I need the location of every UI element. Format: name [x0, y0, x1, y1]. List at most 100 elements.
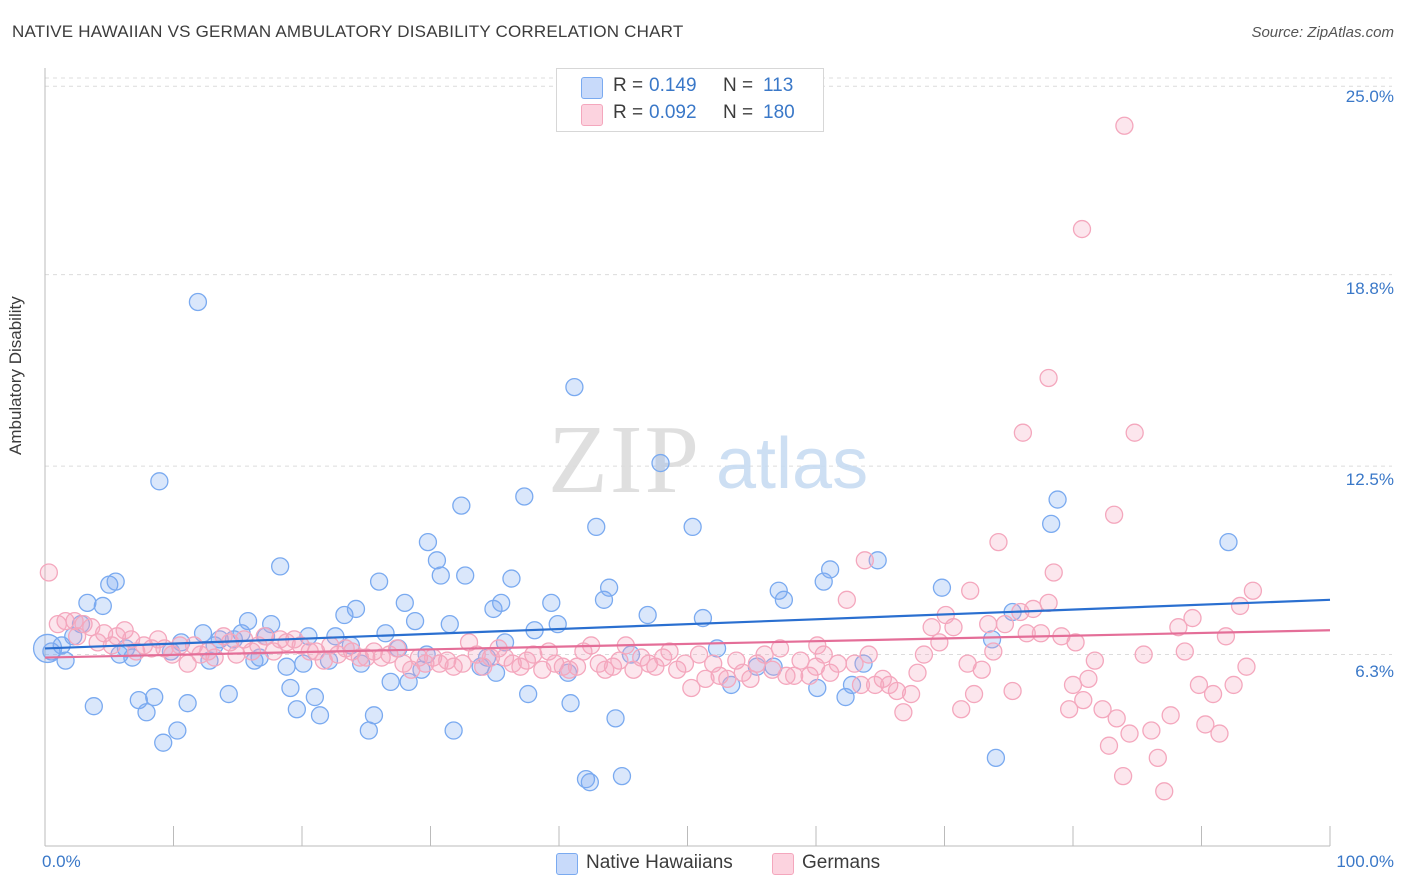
data-point — [1219, 532, 1238, 552]
data-point — [930, 633, 949, 652]
data-point — [755, 645, 774, 664]
data-point — [519, 684, 538, 704]
chart-title: NATIVE HAWAIIAN VS GERMAN AMBULATORY DIS… — [12, 22, 684, 41]
data-point — [381, 672, 400, 692]
data-point — [359, 721, 378, 740]
data-point — [188, 292, 208, 312]
data-point — [39, 563, 59, 582]
data-point — [106, 572, 125, 591]
data-point — [908, 663, 927, 682]
data-point — [492, 593, 511, 613]
data-point — [524, 645, 543, 664]
data-point — [364, 706, 384, 725]
data-point — [1210, 724, 1229, 743]
data-point — [1216, 627, 1236, 646]
data-point — [638, 605, 657, 625]
data-point — [271, 557, 290, 576]
data-point — [395, 593, 414, 613]
data-point — [418, 532, 438, 552]
data-point — [565, 377, 584, 397]
data-point — [887, 681, 907, 701]
data-point — [1134, 645, 1153, 664]
n-label: N = — [723, 75, 754, 96]
data-point — [741, 669, 760, 689]
data-point — [1183, 608, 1202, 628]
data-point — [561, 694, 580, 713]
data-point — [944, 618, 963, 637]
data-point — [1107, 709, 1126, 728]
data-point — [305, 687, 325, 707]
legend-label: Native Hawaiians — [586, 852, 733, 873]
x-tick-label: 0.0% — [42, 852, 81, 871]
data-point — [1093, 700, 1112, 719]
data-point — [255, 627, 274, 646]
data-point — [1161, 706, 1180, 725]
data-point — [646, 657, 665, 676]
data-point — [335, 605, 354, 625]
data-point — [683, 517, 702, 537]
data-point — [427, 551, 447, 570]
data-point — [808, 636, 827, 655]
r-label: R = — [613, 102, 644, 123]
data-point — [291, 636, 310, 655]
data-point — [93, 596, 112, 616]
trend-lines — [44, 598, 1331, 659]
data-point — [851, 675, 871, 695]
trend-line — [44, 629, 1331, 659]
data-point — [828, 654, 847, 673]
data-point — [675, 654, 695, 673]
trend-line — [44, 598, 1331, 650]
y-axis-label: Ambulatory Disability — [6, 296, 25, 455]
y-tick-label: 18.8% — [1345, 279, 1394, 298]
data-point — [774, 590, 794, 609]
gridlines — [45, 77, 1392, 656]
swatch-icon — [581, 104, 603, 126]
data-point — [837, 590, 856, 609]
stats-box: R = 0.149 N = 113 R = 0.092 N = 180 — [556, 68, 824, 132]
data-point — [1085, 651, 1104, 670]
data-point — [299, 627, 318, 646]
data-point — [1039, 368, 1058, 388]
data-point — [440, 614, 459, 634]
watermark-zip: ZIP — [548, 406, 701, 514]
data-point — [1189, 675, 1209, 695]
data-point — [287, 700, 307, 719]
n-label: N = — [723, 102, 754, 123]
data-point — [444, 721, 463, 740]
source-label: Source: ZipAtlas.com — [1251, 24, 1394, 41]
data-point — [1224, 675, 1243, 695]
data-point — [431, 566, 450, 585]
series-native-hawaiians — [32, 292, 1238, 792]
r-label: R = — [613, 75, 644, 96]
data-point — [1203, 684, 1223, 704]
data-point — [515, 487, 534, 506]
data-point — [1024, 599, 1043, 619]
data-point — [84, 697, 103, 716]
data-point — [718, 669, 737, 689]
data-point — [238, 611, 258, 631]
data-point — [820, 560, 840, 579]
data-point — [855, 551, 874, 570]
axes — [44, 68, 1331, 847]
data-point — [1013, 423, 1033, 442]
data-point — [785, 666, 804, 685]
swatch-icon — [581, 77, 603, 99]
data-point — [914, 645, 934, 664]
data-point — [612, 766, 632, 786]
data-point — [820, 663, 840, 682]
data-point — [845, 654, 864, 673]
n-value: 180 — [763, 102, 795, 123]
data-point — [150, 472, 169, 491]
data-point — [606, 709, 625, 728]
data-point — [1169, 618, 1188, 637]
data-point — [580, 773, 599, 792]
y-tick-label: 12.5% — [1345, 470, 1394, 489]
data-point — [1120, 724, 1139, 743]
data-point — [1099, 736, 1119, 755]
data-point — [1031, 624, 1051, 643]
data-point — [1072, 219, 1092, 239]
data-point — [1243, 581, 1263, 600]
data-point — [747, 654, 767, 673]
data-point — [682, 678, 701, 698]
